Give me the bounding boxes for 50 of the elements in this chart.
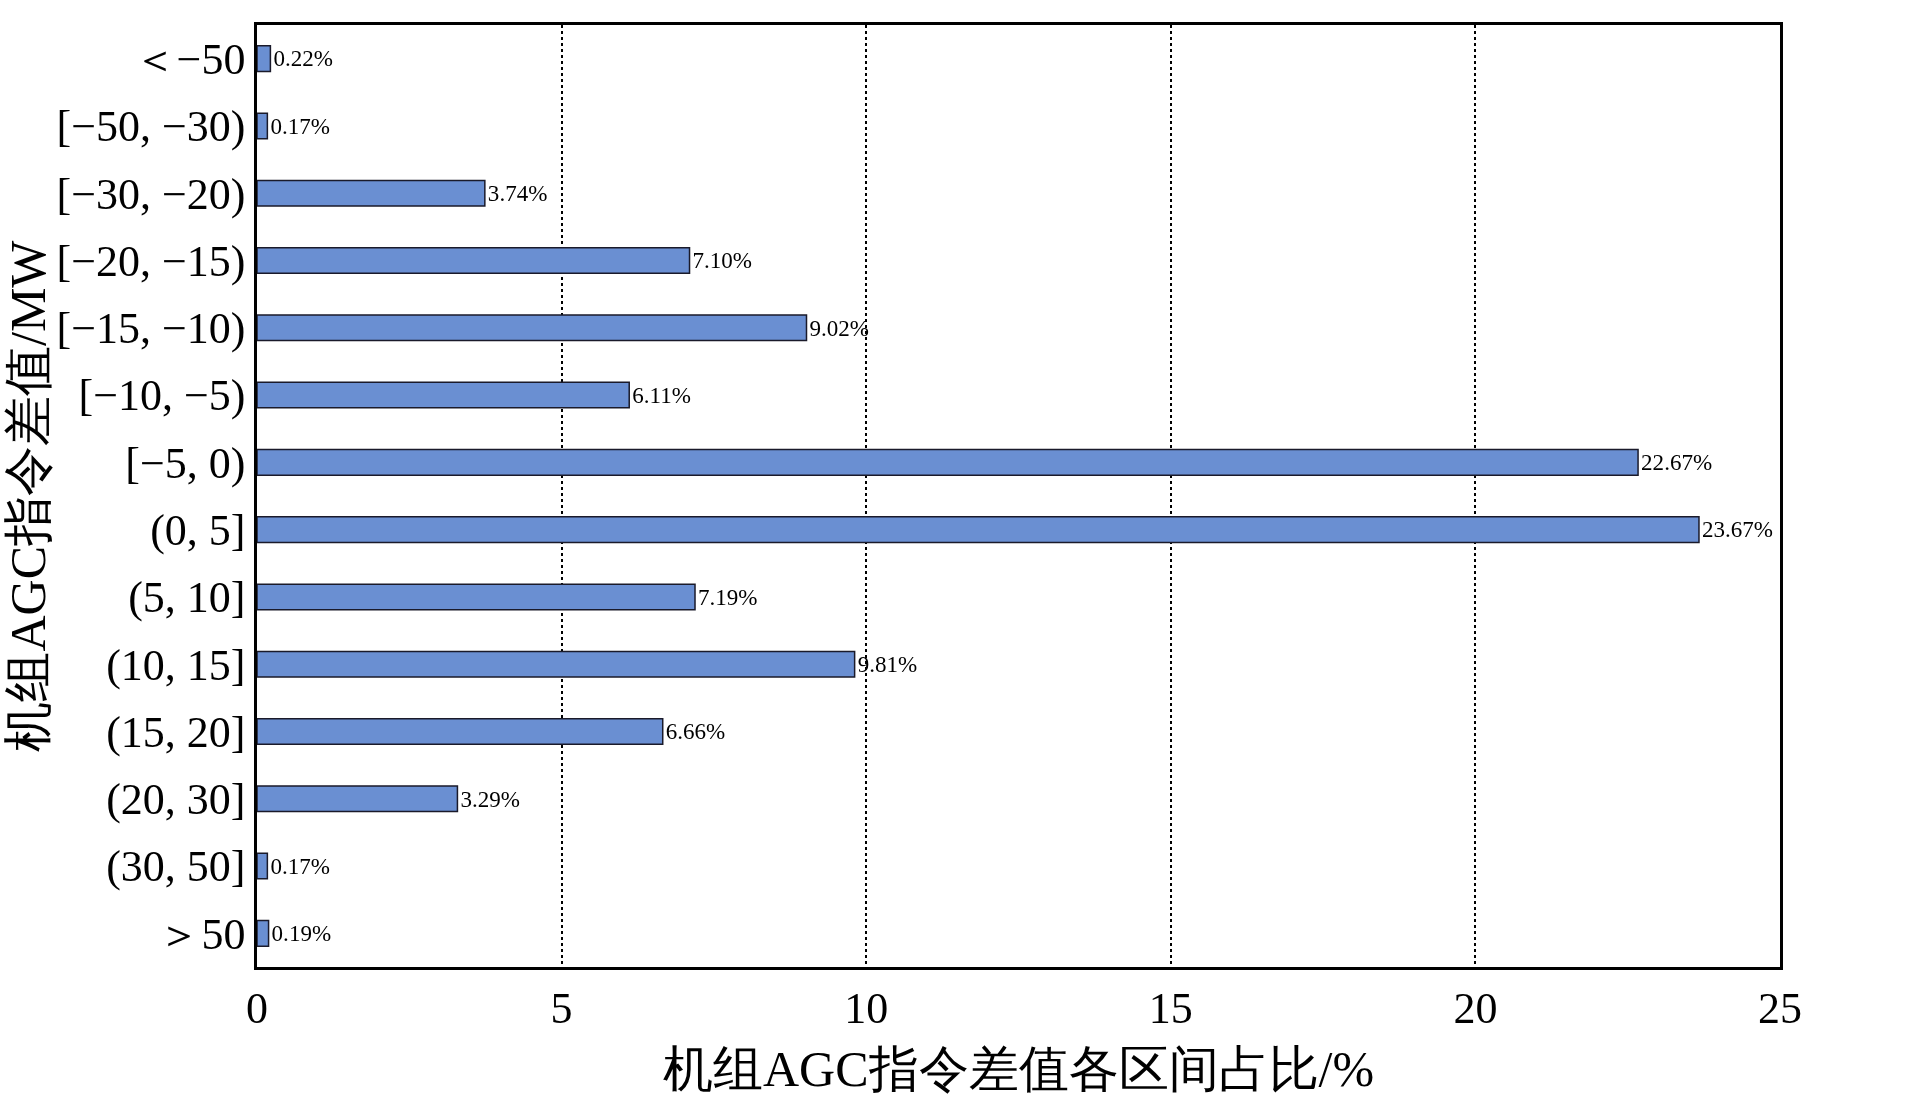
x-tick-label: 5 bbox=[550, 983, 573, 1033]
bar bbox=[257, 381, 630, 409]
y-tick-label: (15, 20] bbox=[106, 707, 246, 757]
y-tick-label: (10, 15] bbox=[106, 640, 246, 690]
data-label: 0.19% bbox=[271, 920, 332, 947]
y-tick-label: ＜−50 bbox=[132, 35, 246, 85]
bar bbox=[257, 583, 696, 611]
bar bbox=[257, 785, 459, 813]
bar bbox=[257, 45, 272, 73]
y-tick-label: [−10, −5) bbox=[78, 371, 246, 421]
data-label: 7.19% bbox=[698, 583, 758, 610]
bar bbox=[257, 516, 1700, 544]
y-axis-title: 机组AGC指令差值/MW bbox=[0, 239, 56, 752]
data-label: 6.66% bbox=[665, 718, 726, 745]
data-label: 0.17% bbox=[270, 112, 330, 139]
bar bbox=[257, 112, 269, 140]
bar bbox=[257, 314, 808, 342]
bar bbox=[257, 852, 269, 880]
y-tick-label: [−5, 0) bbox=[125, 438, 246, 488]
bar bbox=[257, 650, 856, 678]
x-axis-title: 机组AGC指令差值各区间占比/% bbox=[662, 1041, 1375, 1098]
x-tick-label: 25 bbox=[1758, 983, 1802, 1033]
data-label: 9.02% bbox=[809, 314, 870, 341]
y-tick-label: [−30, −20) bbox=[56, 169, 246, 219]
bar bbox=[257, 717, 664, 746]
y-tick-label: (20, 30] bbox=[106, 775, 246, 825]
data-label: 6.11% bbox=[632, 381, 691, 408]
x-tick-label: 15 bbox=[1148, 983, 1193, 1033]
data-label: 22.67% bbox=[1641, 449, 1713, 476]
bar bbox=[257, 179, 486, 207]
data-label: 23.67% bbox=[1702, 516, 1774, 543]
y-tick-label: (5, 10] bbox=[128, 573, 246, 623]
bar bbox=[257, 246, 691, 275]
y-tick-label: [−50, −30) bbox=[56, 102, 246, 152]
y-tick-label: [−20, −15) bbox=[56, 236, 246, 286]
y-tick-label: [−15, −10) bbox=[56, 304, 246, 354]
data-label: 0.17% bbox=[270, 852, 330, 879]
data-label: 0.22% bbox=[273, 45, 333, 72]
bar bbox=[257, 919, 270, 947]
data-label: 9.81% bbox=[857, 650, 918, 677]
data-label: 3.74% bbox=[487, 179, 548, 206]
bar bbox=[257, 448, 1639, 476]
x-tick-label: 0 bbox=[246, 983, 268, 1033]
data-label: 3.29% bbox=[460, 785, 520, 812]
y-tick-label: ＞50 bbox=[157, 909, 246, 959]
y-tick-label: (30, 50] bbox=[106, 842, 246, 892]
data-label: 7.10% bbox=[692, 247, 753, 274]
y-tick-label: (0, 5] bbox=[150, 506, 246, 556]
x-tick-label: 10 bbox=[844, 983, 889, 1033]
x-tick-label: 20 bbox=[1453, 983, 1498, 1033]
